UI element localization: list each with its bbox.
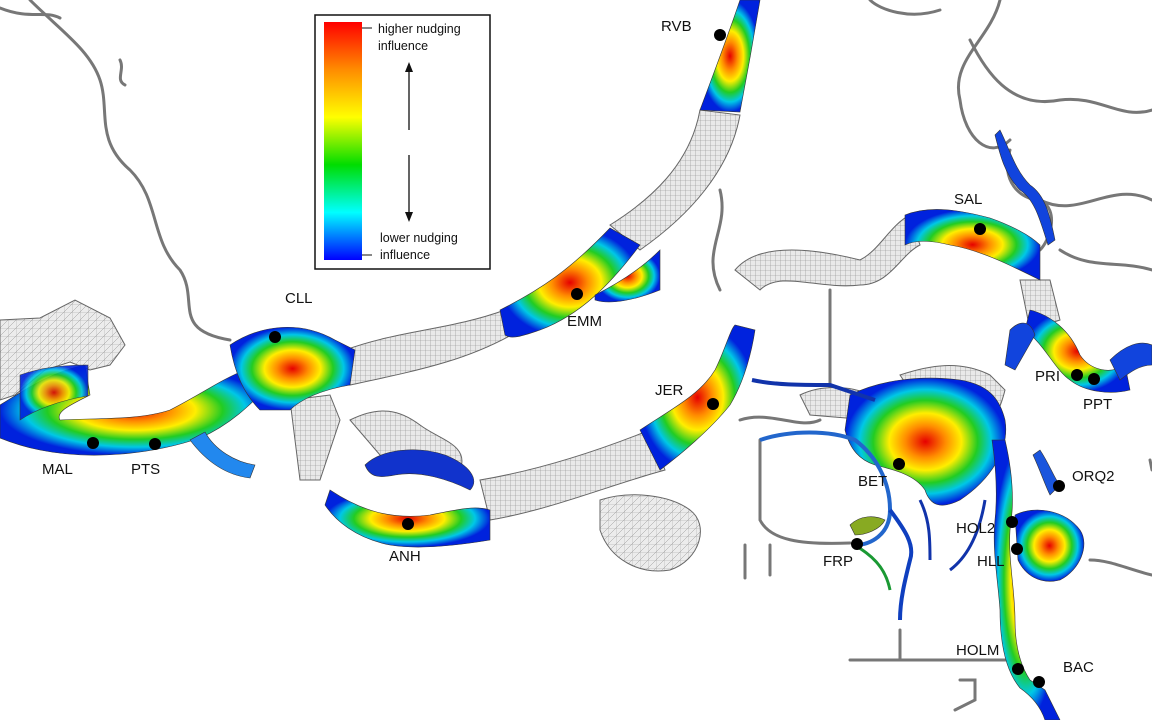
station-label-bet: BET: [858, 473, 887, 490]
station-label-cll: CLL: [285, 290, 313, 307]
station-label-hol2: HOL2: [956, 520, 995, 537]
cll-channel: [229, 326, 356, 411]
station-marker-hol2[interactable]: [1006, 516, 1018, 528]
jer-channel: [639, 324, 756, 471]
station-label-holm: HOLM: [956, 642, 999, 659]
station-label-ppt: PPT: [1083, 396, 1112, 413]
station-marker-anh[interactable]: [402, 518, 414, 530]
station-marker-ppt[interactable]: [1088, 373, 1100, 385]
station-label-anh: ANH: [389, 548, 421, 565]
station-marker-holm[interactable]: [1012, 663, 1024, 675]
station-marker-orq2[interactable]: [1053, 480, 1065, 492]
station-marker-pri[interactable]: [1071, 369, 1083, 381]
station-label-sal: SAL: [954, 191, 982, 208]
legend-down-arrowhead: [405, 212, 413, 222]
station-label-rvb: RVB: [661, 18, 692, 35]
legend-high-line2: influence: [378, 39, 428, 53]
station-marker-pts[interactable]: [149, 438, 161, 450]
sal-channel: [904, 209, 1041, 281]
station-marker-jer[interactable]: [707, 398, 719, 410]
station-marker-mal[interactable]: [87, 437, 99, 449]
legend-colorbar: [324, 22, 362, 260]
station-marker-hll[interactable]: [1011, 543, 1023, 555]
station-label-pri: PRI: [1035, 368, 1060, 385]
mesh-channels: [0, 109, 1061, 572]
station-label-hll: HLL: [977, 553, 1005, 570]
station-marker-frp[interactable]: [851, 538, 863, 550]
station-marker-rvb[interactable]: [714, 29, 726, 41]
station-label-mal: MAL: [42, 461, 73, 478]
station-marker-emm[interactable]: [571, 288, 583, 300]
station-marker-bet[interactable]: [893, 458, 905, 470]
legend: higher nudging influence lower nudging i…: [314, 14, 491, 270]
rvb-channel: [699, 0, 761, 113]
station-marker-bac[interactable]: [1033, 676, 1045, 688]
bet-region: [844, 377, 1007, 506]
station-markers: [87, 29, 1100, 688]
station-label-orq2: ORQ2: [1072, 468, 1115, 485]
legend-low-line1: lower nudging: [380, 231, 458, 245]
legend-low-line2: influence: [380, 248, 430, 262]
frp-channel: [759, 430, 893, 547]
legend-high-line1: higher nudging: [378, 22, 461, 36]
station-marker-sal[interactable]: [974, 223, 986, 235]
emm-channel: [499, 227, 641, 338]
station-label-bac: BAC: [1063, 659, 1094, 676]
station-marker-cll[interactable]: [269, 331, 281, 343]
station-label-pts: PTS: [131, 461, 160, 478]
station-label-jer: JER: [655, 382, 684, 399]
station-labels: RVB CLL EMM SAL JER PRI PPT MAL PTS BET …: [42, 18, 1115, 676]
pri-ppt-channel: [1024, 309, 1131, 393]
legend-up-arrowhead: [405, 62, 413, 72]
station-label-emm: EMM: [567, 313, 602, 330]
hol-system: [991, 439, 1061, 720]
station-label-frp: FRP: [823, 553, 853, 570]
